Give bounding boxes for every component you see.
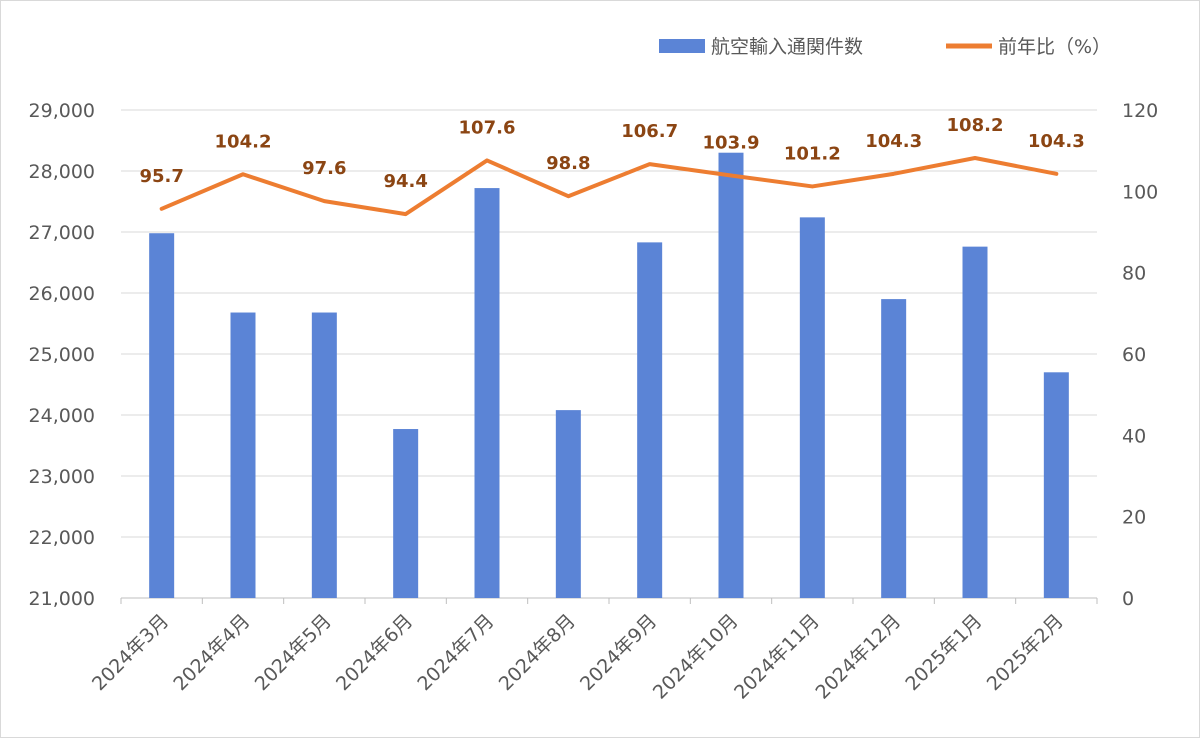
bar xyxy=(474,188,500,598)
right-axis-tick: 60 xyxy=(1122,344,1146,366)
right-axis-tick: 20 xyxy=(1122,507,1146,529)
bar xyxy=(718,152,744,598)
left-axis-tick: 25,000 xyxy=(29,344,95,366)
ratio-data-label: 104.3 xyxy=(865,131,922,152)
legend-bar-label: 航空輸入通関件数 xyxy=(711,36,863,58)
bar xyxy=(881,299,907,598)
right-axis-tick: 80 xyxy=(1122,263,1146,285)
ratio-point xyxy=(810,184,814,188)
right-axis-tick: 100 xyxy=(1122,181,1158,203)
bar xyxy=(637,242,663,598)
left-axis-tick: 21,000 xyxy=(29,588,95,610)
ratio-point xyxy=(322,199,326,203)
left-axis-tick: 24,000 xyxy=(29,405,95,427)
bar xyxy=(555,410,581,598)
ratio-data-label: 95.7 xyxy=(139,166,183,187)
ratio-data-label: 104.3 xyxy=(1028,131,1085,152)
ratio-point xyxy=(729,173,733,177)
left-y-axis: 21,000 22,000 23,000 24,000 25,000 26,000 27,0… xyxy=(29,100,95,610)
left-axis-tick: 23,000 xyxy=(29,466,95,488)
ratio-data-label: 106.7 xyxy=(621,121,678,142)
bar xyxy=(149,233,175,598)
ratio-point xyxy=(648,162,652,166)
ratio-point xyxy=(1054,172,1058,176)
ratio-point xyxy=(566,194,570,198)
right-axis-tick: 40 xyxy=(1122,425,1146,447)
left-axis-tick: 27,000 xyxy=(29,222,95,244)
bar xyxy=(230,312,256,598)
left-axis-tick: 29,000 xyxy=(29,100,95,122)
right-axis-tick: 0 xyxy=(1122,588,1134,610)
ratio-point xyxy=(160,207,164,211)
legend-bar-swatch xyxy=(659,39,705,53)
bar-series xyxy=(149,152,1069,599)
bar xyxy=(799,217,825,599)
ratio-data-label: 108.2 xyxy=(947,115,1004,136)
ratio-data-label: 103.9 xyxy=(703,132,760,153)
right-axis-tick: 120 xyxy=(1122,100,1158,122)
ratio-data-label: 94.4 xyxy=(383,171,427,192)
ratio-point xyxy=(892,172,896,176)
bar xyxy=(1043,372,1069,598)
ratio-line xyxy=(159,155,1059,217)
ratio-data-label: 104.2 xyxy=(215,131,272,152)
ratio-point xyxy=(973,156,977,160)
line-series: 95.7 104.2 97.6 94.4 107.6 98.8 106.7 103.9 101.… xyxy=(139,115,1085,217)
ratio-data-label: 107.6 xyxy=(459,117,516,138)
right-y-axis: 0 20 40 60 80 100 120 xyxy=(1122,100,1158,610)
legend-line-label: 前年比（%） xyxy=(998,36,1111,58)
ratio-point xyxy=(404,212,408,216)
ratio-point xyxy=(241,172,245,176)
legend: 航空輸入通関件数 前年比（%） xyxy=(659,36,1111,58)
bar xyxy=(311,312,337,598)
bar xyxy=(962,246,988,598)
left-axis-tick: 22,000 xyxy=(29,527,95,549)
bar xyxy=(393,429,419,598)
ratio-point xyxy=(485,158,489,162)
ratio-data-label: 97.6 xyxy=(302,158,346,179)
gridlines xyxy=(121,109,1097,599)
left-axis-tick: 26,000 xyxy=(29,283,95,305)
ratio-data-label: 98.8 xyxy=(546,153,590,174)
ratio-data-label: 101.2 xyxy=(784,143,841,164)
left-axis-tick: 28,000 xyxy=(29,161,95,183)
